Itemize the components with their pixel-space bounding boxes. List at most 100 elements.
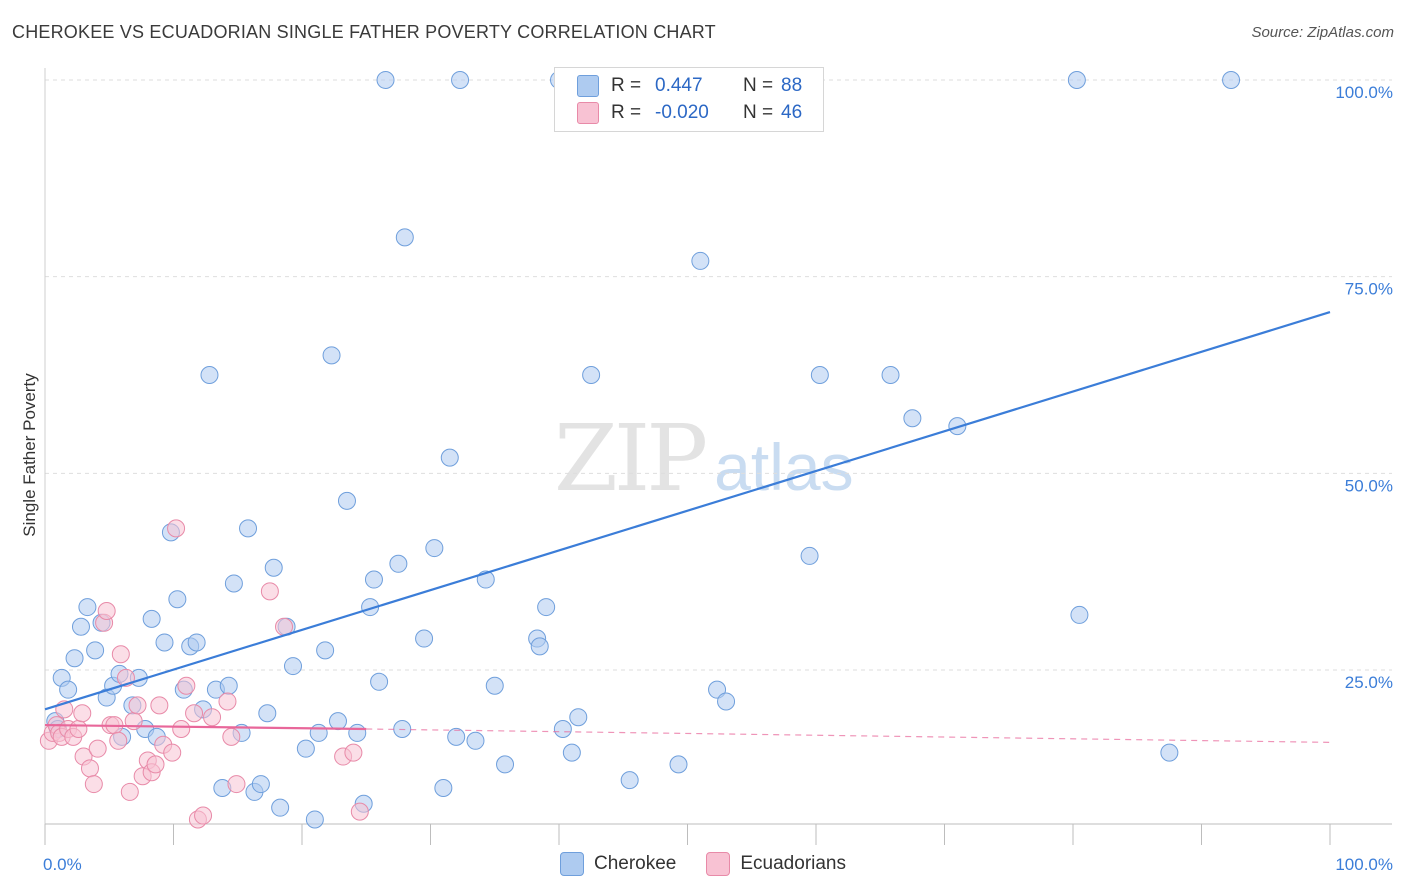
cherokee-point [717, 692, 736, 711]
cherokee-point [440, 448, 459, 467]
cherokee-point [1070, 605, 1089, 624]
cherokee-point [322, 346, 341, 365]
series-legend-swatch-ecuadorians [706, 852, 731, 876]
chart-source: Source: ZipAtlas.com [1251, 24, 1394, 41]
cherokee-point [1160, 743, 1179, 762]
ecuadorian-point [111, 645, 130, 664]
ecuadorian-point [218, 692, 237, 711]
cherokee-point [264, 558, 283, 577]
cherokee-point [530, 637, 549, 656]
ecuadorian-point [146, 755, 165, 774]
legend-r-value: 0.447 [655, 75, 703, 96]
cherokee-point [296, 739, 315, 758]
cherokee-point [348, 723, 367, 742]
cherokee-point [881, 366, 900, 384]
cherokee-point [59, 680, 78, 699]
y-tick-label: 75.0% [1345, 280, 1393, 299]
cherokee-point [142, 609, 161, 628]
cherokee-point [370, 672, 389, 691]
ecuadorian-point [227, 775, 246, 794]
cherokee-point [395, 228, 414, 247]
cherokee-point [219, 676, 238, 695]
series-legend-label: Cherokee [593, 853, 677, 874]
cherokee-point [1222, 71, 1241, 89]
cherokee-point [65, 649, 84, 668]
cherokee-point [800, 546, 819, 565]
cherokee-point [466, 731, 485, 750]
cherokee-trend-line [44, 311, 1331, 711]
ecuadorian-point [84, 775, 103, 794]
cherokee-point [316, 641, 335, 660]
watermark-zip: ZIP [554, 405, 708, 512]
cherokee-point [562, 743, 581, 762]
legend-swatch-ecuadorians [577, 102, 599, 124]
cherokee-point [389, 554, 408, 573]
cherokee-point [1067, 71, 1086, 89]
cherokee-point [415, 629, 434, 648]
ecuadorian-point [69, 720, 88, 738]
ecuadorian-point [128, 696, 147, 715]
cherokee-point [496, 755, 515, 774]
legend-r-label: R = [611, 102, 642, 123]
ecuadorian-point [88, 739, 107, 758]
ecuadorian-point [80, 759, 99, 778]
cherokee-point [200, 366, 219, 384]
ecuadorian-point [350, 802, 369, 821]
cherokee-point [569, 708, 588, 727]
x-tick-label: 0.0% [43, 855, 82, 874]
legend-n-label: N = [743, 75, 774, 96]
cherokee-point [86, 641, 105, 660]
ecuadorian-point [222, 727, 241, 746]
legend-row-cherokee: R = 0.447 N = 88 [577, 73, 802, 99]
cherokee-point [251, 775, 270, 794]
cherokee-point [447, 727, 466, 746]
ecuadorian-point [73, 704, 92, 723]
ecuadorian-point [177, 676, 196, 695]
cherokee-point [328, 712, 347, 731]
ecuadorian-point [150, 696, 169, 715]
ecuadorian-point [97, 602, 116, 620]
cherokee-point [376, 71, 395, 89]
ecuadorian-point [344, 743, 363, 762]
ecuadorian-point [185, 704, 204, 723]
legend-swatch-cherokee [577, 75, 599, 97]
ecuadorians-trend-extension [366, 728, 1331, 743]
cherokee-point [425, 539, 444, 558]
ecuadorian-point [260, 582, 279, 601]
cherokee-point [364, 570, 383, 589]
y-tick-label: 100.0% [1335, 83, 1393, 102]
cherokee-point [451, 71, 470, 89]
cherokee-point [537, 598, 556, 617]
ecuadorians-trend-line [44, 723, 367, 731]
ecuadorian-point [194, 806, 213, 825]
series-legend-label: Ecuadorians [740, 853, 846, 874]
cherokee-point [309, 723, 328, 742]
legend-row-ecuadorians: R = -0.020 N = 46 [577, 100, 802, 126]
ecuadorian-point [120, 782, 139, 801]
ecuadorian-point [203, 708, 222, 727]
legend-n-value: 46 [781, 102, 803, 123]
cherokee-point [155, 633, 174, 652]
cherokee-point [258, 704, 277, 723]
cherokee-point [78, 598, 97, 617]
series-legend-ecuadorians: Ecuadorians [706, 852, 846, 876]
cherokee-point [903, 409, 922, 428]
cherokee-point [434, 779, 453, 797]
y-tick-label: 50.0% [1345, 476, 1393, 495]
legend-n-label: N = [743, 102, 774, 123]
y-tick-label: 25.0% [1345, 673, 1393, 692]
cherokee-point [553, 720, 572, 738]
ecuadorian-point [167, 519, 186, 538]
cherokee-point [337, 491, 356, 510]
cherokee-point [71, 617, 90, 636]
series-legend-cherokee: Cherokee [559, 852, 677, 876]
cherokee-point [620, 771, 639, 790]
cherokee-point [239, 519, 258, 538]
ecuadorian-point [109, 731, 128, 750]
x-tick-label: 100.0% [1335, 855, 1393, 874]
correlation-legend: R = 0.447 N = 88 R = -0.020 N = 46 [554, 67, 824, 132]
cherokee-point [284, 657, 303, 676]
cherokee-point [168, 590, 187, 609]
cherokee-point [691, 251, 710, 270]
